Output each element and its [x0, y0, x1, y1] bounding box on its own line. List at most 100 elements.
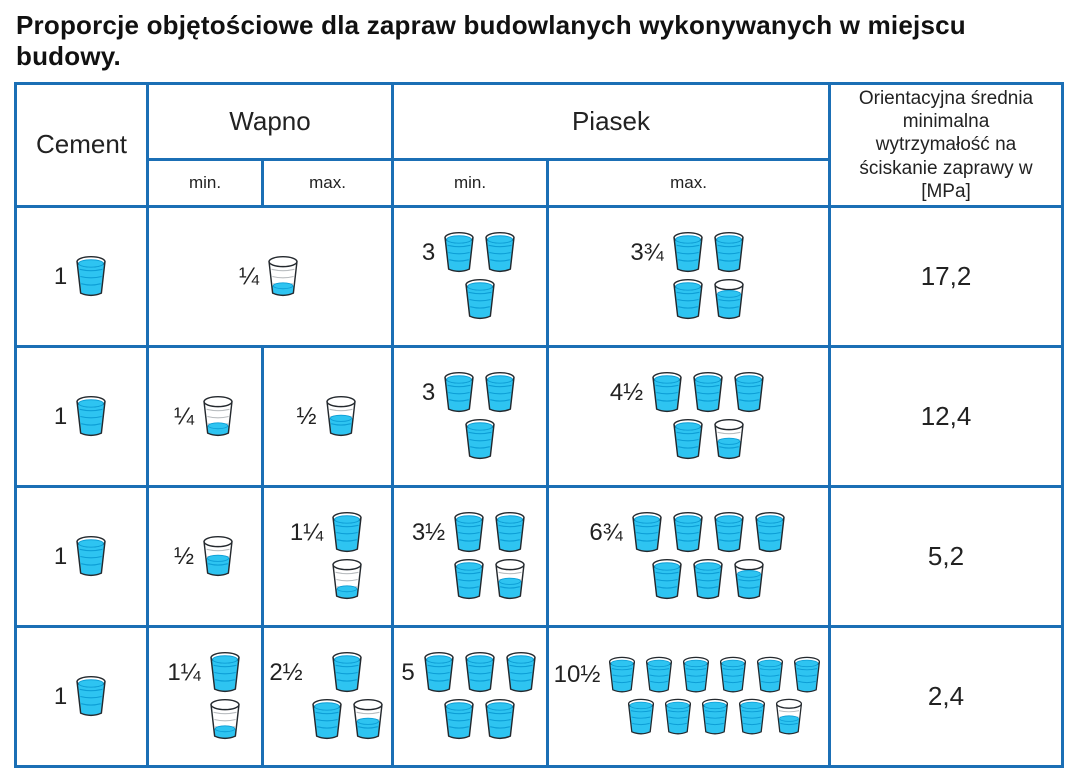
bucket-icon	[673, 512, 703, 553]
header-strength-text: Orientacyjna średnia minimalna wytrzymał…	[858, 88, 1034, 202]
bucket-group	[606, 655, 823, 737]
bucket-row	[329, 650, 365, 695]
bucket-icon	[738, 699, 765, 735]
header-wapno-max: max.	[261, 158, 394, 208]
bucket-icon	[495, 512, 525, 553]
bucket-group	[73, 534, 109, 579]
bucket-row	[670, 417, 747, 462]
header-piasek-max: max.	[546, 158, 831, 208]
bucket-icon	[444, 699, 474, 740]
quantity-label: 5	[401, 659, 415, 687]
bucket-icon	[664, 699, 691, 735]
bucket-icon	[76, 675, 106, 716]
bucket-icon	[734, 372, 764, 413]
bucket-group	[629, 510, 788, 602]
bucket-row	[207, 650, 243, 695]
bucket-row	[441, 697, 518, 742]
cell-wapno-max: ½	[261, 344, 394, 488]
cell-wapno-merged: ¼	[146, 204, 394, 348]
bucket-icon	[673, 419, 703, 460]
quantity-label: ½	[173, 542, 194, 570]
page-title: Proporcje objętościowe dla zapraw budowl…	[16, 10, 966, 71]
bucket-icon	[609, 657, 636, 693]
bucket-icon	[775, 699, 802, 735]
quantity-label: 1	[53, 262, 68, 290]
bucket-icon	[312, 699, 342, 740]
bucket-icon	[485, 372, 515, 413]
cell-strength: 17,2	[828, 204, 1064, 348]
header-cement: Cement	[14, 82, 149, 208]
bucket-icon	[203, 395, 233, 436]
bucket-icon	[714, 232, 744, 273]
cell-wapno-min: ¼	[146, 344, 264, 488]
quantity-label: 6¾	[589, 519, 623, 547]
bucket-row	[200, 394, 236, 439]
bucket-icon	[444, 372, 474, 413]
cell-wapno-max: 1¼	[261, 484, 394, 628]
quantity-label: 3¾	[630, 239, 664, 267]
quantity-label: ½	[296, 402, 317, 430]
bucket-icon	[495, 559, 525, 600]
cell-piasek-max: 4½	[546, 344, 831, 488]
bucket-row	[670, 230, 747, 275]
quantity-label: 1	[53, 542, 68, 570]
bucket-icon	[794, 657, 821, 693]
bucket-icon	[485, 699, 515, 740]
header-wapno: Wapno	[146, 81, 394, 162]
bucket-icon	[714, 279, 744, 320]
quantity-label: 1	[53, 682, 68, 710]
bucket-icon	[632, 512, 662, 553]
cell-piasek-min: 3	[391, 344, 549, 488]
quantity-label: 1	[53, 402, 68, 430]
bucket-icon	[693, 559, 723, 600]
bucket-group	[200, 534, 236, 579]
bucket-group	[207, 650, 243, 742]
bucket-group	[73, 674, 109, 719]
bucket-group	[329, 510, 365, 602]
bucket-row	[649, 557, 767, 602]
bucket-icon	[673, 232, 703, 273]
bucket-icon	[325, 395, 356, 436]
cell-piasek-min: 5	[391, 624, 549, 768]
bucket-icon	[424, 652, 454, 693]
bucket-icon	[268, 255, 298, 296]
bucket-icon	[646, 657, 673, 693]
bucket-row	[323, 394, 359, 439]
bucket-row	[73, 254, 109, 299]
bucket-group	[421, 650, 539, 742]
bucket-icon	[454, 512, 484, 553]
bucket-row	[649, 370, 767, 415]
quantity-label: ¼	[173, 402, 194, 430]
bucket-icon	[757, 657, 784, 693]
bucket-group	[649, 370, 767, 462]
bucket-group	[73, 254, 109, 299]
bucket-row	[451, 557, 528, 602]
cell-piasek-min: 3½	[391, 484, 549, 628]
bucket-row	[73, 674, 109, 719]
bucket-icon	[353, 699, 383, 740]
bucket-icon	[465, 419, 495, 460]
bucket-row	[200, 534, 236, 579]
bucket-group	[441, 370, 518, 462]
cell-piasek-min: 3	[391, 204, 549, 348]
bucket-icon	[627, 699, 654, 735]
bucket-icon	[693, 372, 723, 413]
bucket-icon	[454, 559, 484, 600]
cell-wapno-max: 2½	[261, 624, 394, 768]
cell-piasek-max: 3¾	[546, 204, 831, 348]
table-row: 1 ¼ ½ 3 4½ 12,4	[14, 344, 1064, 488]
quantity-label: 3	[421, 379, 436, 407]
header-piasek-min: min.	[391, 158, 549, 208]
quantity-label: 10½	[553, 661, 601, 689]
bucket-row	[441, 370, 518, 415]
cell-cement: 1	[14, 484, 149, 628]
table-row: 1 ½ 1¼ 3½ 6¾ 5,2	[14, 484, 1064, 628]
bucket-row	[625, 697, 805, 737]
header-wapno-min: min.	[146, 158, 264, 208]
bucket-icon	[465, 279, 495, 320]
bucket-group	[200, 394, 236, 439]
quantity-label: 1¼	[289, 519, 324, 547]
bucket-icon	[485, 232, 515, 273]
bucket-row	[207, 697, 243, 742]
